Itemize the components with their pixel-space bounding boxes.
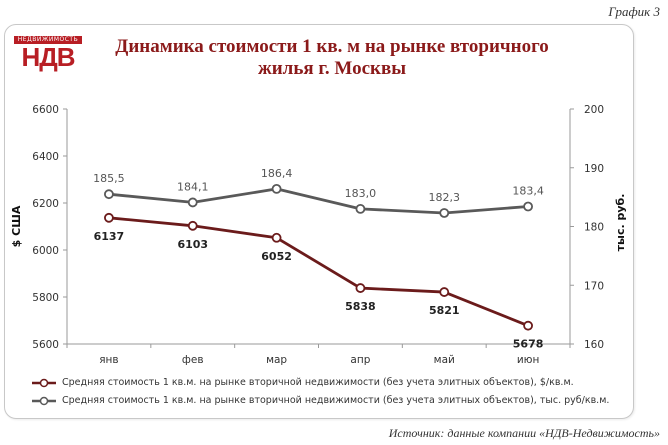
x-tick-label: янв <box>99 354 118 366</box>
data-point-right <box>271 183 282 194</box>
data-label-left: 6103 <box>177 238 208 251</box>
data-label-right: 183,0 <box>345 187 377 200</box>
x-tick-label: фев <box>182 354 204 366</box>
data-label-left: 5821 <box>429 304 460 317</box>
y-right-axis-title: тыс. руб. <box>614 194 627 252</box>
y-left-axis-title: $ США <box>10 205 23 247</box>
legend-item-usd: Средняя стоимость 1 кв.м. на рынке втори… <box>30 374 630 392</box>
y-right-tick-label: 200 <box>584 104 604 116</box>
legend-swatch-usd <box>32 378 56 388</box>
data-label-right: 186,4 <box>261 167 293 180</box>
y-right-tick-label: 170 <box>584 280 604 292</box>
data-label-right: 184,1 <box>177 180 209 193</box>
data-point-right <box>523 201 533 212</box>
y-left-tick-label: 6200 <box>32 198 59 210</box>
y-left-tick-label: 5600 <box>32 339 59 351</box>
data-point-left <box>355 283 366 293</box>
series-line-right <box>108 187 529 215</box>
data-label-left: 5678 <box>513 338 544 351</box>
y-left-tick-label: 6000 <box>32 245 59 257</box>
data-label-right: 185,5 <box>93 172 125 185</box>
company-logo: НЕДВИЖИМОСТЬ НДВ <box>14 36 82 70</box>
data-point-left <box>104 212 114 223</box>
x-tick-label: июн <box>517 354 540 366</box>
data-point-left <box>523 320 533 331</box>
figure-number-label: График 3 <box>608 4 660 19</box>
series-line-left <box>108 216 529 327</box>
data-label-left: 5838 <box>345 300 376 313</box>
logo-main-text: НДВ <box>21 42 75 72</box>
data-point-left <box>271 232 282 243</box>
chart-title-line-2: жилья г. Москвы <box>257 58 407 79</box>
data-point-left <box>187 220 198 231</box>
y-left-tick-label: 5800 <box>32 292 59 304</box>
legend-item-rub: Средняя стоимость 1 кв.м. на рынке втори… <box>30 392 630 410</box>
data-point-right <box>439 208 450 218</box>
legend-swatch-rub <box>32 396 56 406</box>
y-left-tick-label: 6400 <box>32 151 59 163</box>
data-point-right <box>355 203 366 214</box>
data-point-right <box>187 197 198 208</box>
y-left-tick-label: 6600 <box>32 104 59 116</box>
data-label-left: 6052 <box>261 250 292 263</box>
data-label-right: 182,3 <box>429 191 461 204</box>
y-right-tick-label: 190 <box>584 163 604 175</box>
source-note: Источник: данные компании «НДВ-Недвижимо… <box>388 426 660 440</box>
chart-title: Динамика стоимости 1 кв. м на рынке втор… <box>92 36 572 80</box>
data-label-left: 6137 <box>94 230 125 243</box>
y-right-tick-label: 160 <box>584 339 604 351</box>
y-right-tick-label: 180 <box>584 222 604 234</box>
data-point-right <box>104 189 114 200</box>
logo-top-text: НЕДВИЖИМОСТЬ <box>14 36 82 44</box>
legend-label-rub: Средняя стоимость 1 кв.м. на рынке втори… <box>62 395 610 406</box>
data-point-left <box>439 287 450 297</box>
chart-title-line-1: Динамика стоимости 1 кв. м на рынке втор… <box>115 36 549 57</box>
data-label-right: 183,4 <box>512 185 544 198</box>
x-tick-label: май <box>434 354 455 366</box>
legend-label-usd: Средняя стоимость 1 кв.м. на рынке втори… <box>62 377 574 388</box>
x-tick-label: мар <box>266 354 287 366</box>
x-tick-label: апр <box>350 354 370 366</box>
chart-legend: Средняя стоимость 1 кв.м. на рынке втори… <box>30 374 630 410</box>
